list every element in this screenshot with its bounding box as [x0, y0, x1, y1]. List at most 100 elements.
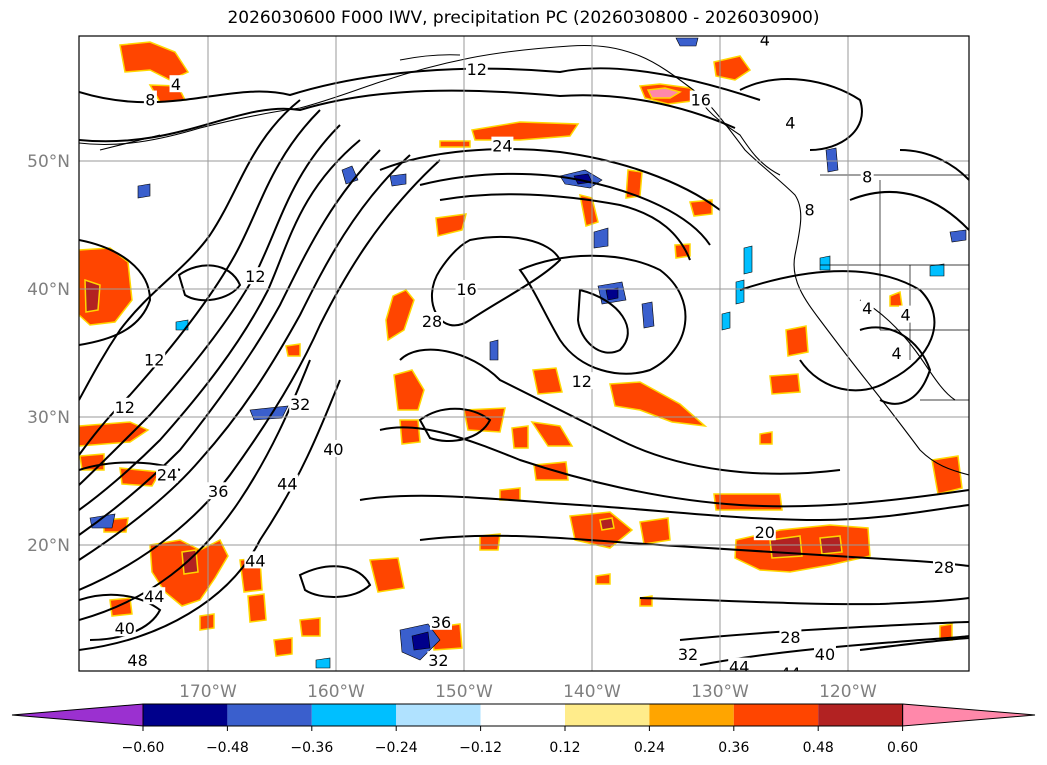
colorbar-bin [311, 704, 397, 726]
contour-label: 32 [290, 395, 310, 414]
iwv-contours [79, 67, 969, 666]
contour-label-bg [465, 59, 488, 77]
longitude-labels: 170°W 160°W 150°W 140°W 130°W 120°W [179, 682, 877, 702]
contour-label: 4 [901, 306, 911, 325]
contour-label: 24 [157, 466, 177, 485]
colorbar-tick-label: 0.36 [718, 740, 749, 756]
colorbar-bin [565, 704, 650, 726]
contour-label-bg [113, 619, 136, 637]
contour-label: 48 [127, 651, 147, 670]
contour-label: 12 [115, 398, 135, 417]
contour-label: 8 [145, 91, 155, 110]
lon-tick-label: 140°W [563, 682, 621, 702]
contour-label-bg [143, 90, 157, 108]
lon-tick-label: 120°W [819, 682, 877, 702]
lon-tick-label: 150°W [435, 682, 493, 702]
colorbar-tick-label: 0.24 [634, 740, 665, 756]
colorbar-tick-label: 0.48 [803, 740, 834, 756]
contour-label: 20 [755, 523, 775, 542]
contour-label: 44 [277, 475, 297, 494]
contour-label-bg [156, 465, 179, 483]
contour-label-bg [753, 523, 776, 541]
contour-label-bg [169, 75, 183, 93]
contour-label-bg [455, 280, 478, 297]
colorbar-tick-label: 0.60 [887, 740, 918, 756]
contour-label-bg [728, 657, 751, 671]
contour-label-bg [244, 267, 267, 285]
colorbar-over-extend [902, 703, 1036, 727]
lat-tick-label: 20°N [27, 536, 70, 556]
colorbar-tick-label: −0.12 [459, 740, 502, 756]
contour-label-bg [421, 312, 443, 329]
map-title: 2026030600 F000 IWV, precipitation PC (2… [227, 8, 820, 28]
colorbar-tick-label: −0.60 [122, 740, 165, 756]
contour-label-bg [289, 395, 312, 413]
colorbar-bin [480, 704, 565, 726]
lon-tick-label: 160°W [307, 682, 365, 702]
colorbar-under-extend [11, 703, 144, 727]
contour-label: 28 [780, 628, 800, 647]
contour-label-bg [890, 344, 904, 361]
contour-label-bg [860, 299, 874, 317]
contour-label-bg [779, 664, 802, 671]
contour-label-bg [813, 644, 836, 662]
colorbar-bin [143, 704, 228, 726]
contour-label-bg [143, 350, 166, 368]
contour-label: 44 [780, 664, 800, 683]
contour-label: 28 [422, 312, 442, 331]
contour-label: 4 [892, 344, 902, 363]
contour-label-bg [783, 113, 797, 131]
contour-label-bg [689, 90, 712, 108]
contour-label: 40 [115, 619, 135, 638]
contour-label-bg [113, 397, 136, 415]
coastlines [79, 44, 969, 476]
contour-label-bg [758, 36, 772, 48]
contour-label: 36 [208, 482, 228, 501]
lat-tick-label: 40°N [27, 280, 70, 300]
contour-label: 4 [862, 299, 872, 318]
contour-label: 12 [572, 372, 592, 391]
colorbar-tick-label: −0.36 [290, 740, 333, 756]
contour-label-bg [244, 551, 267, 569]
colorbar-tick-label: −0.24 [375, 740, 418, 756]
contour-label-bg [207, 482, 230, 500]
contour-label: 40 [815, 645, 835, 664]
colorbar-bin [733, 704, 819, 726]
map-frame [78, 35, 970, 672]
contour-label: 4 [760, 30, 770, 49]
contour-label-bg [677, 644, 699, 662]
contour-label-bg [933, 557, 955, 575]
contour-label: 28 [934, 558, 954, 577]
contour-label-bg [860, 167, 874, 185]
graticule [79, 36, 969, 671]
contour-label: 8 [862, 167, 872, 186]
contour-label: 32 [428, 651, 448, 670]
contour-label-bg [427, 651, 450, 669]
contour-label-bg [899, 305, 913, 323]
contour-label: 24 [492, 137, 512, 156]
contour-label: 32 [678, 645, 698, 664]
colorbar-bin [818, 704, 903, 726]
contour-label: 44 [144, 587, 164, 606]
contour-label: 8 [805, 201, 815, 220]
colorbar-bin [396, 704, 481, 726]
colorbar-bin [227, 704, 312, 726]
contour-label: 12 [245, 267, 265, 286]
contour-label-bg [143, 587, 166, 605]
contour-label-bg [126, 651, 149, 669]
contour-label-bg [276, 474, 299, 492]
contour-label: 40 [323, 440, 343, 459]
contour-label: 12 [144, 350, 164, 369]
contour-label-bg [322, 440, 345, 457]
contour-label-bg [803, 200, 817, 218]
colorbar-bin [649, 704, 734, 726]
contour-label-bg [491, 136, 514, 154]
contour-label: 4 [785, 114, 795, 133]
contour-label: 16 [691, 91, 711, 110]
lat-tick-label: 30°N [27, 408, 70, 428]
contour-label: 4 [171, 75, 181, 94]
contour-label: 36 [431, 613, 451, 632]
colorbar-tick-label: −0.48 [206, 740, 249, 756]
contour-label-bg [429, 612, 452, 630]
